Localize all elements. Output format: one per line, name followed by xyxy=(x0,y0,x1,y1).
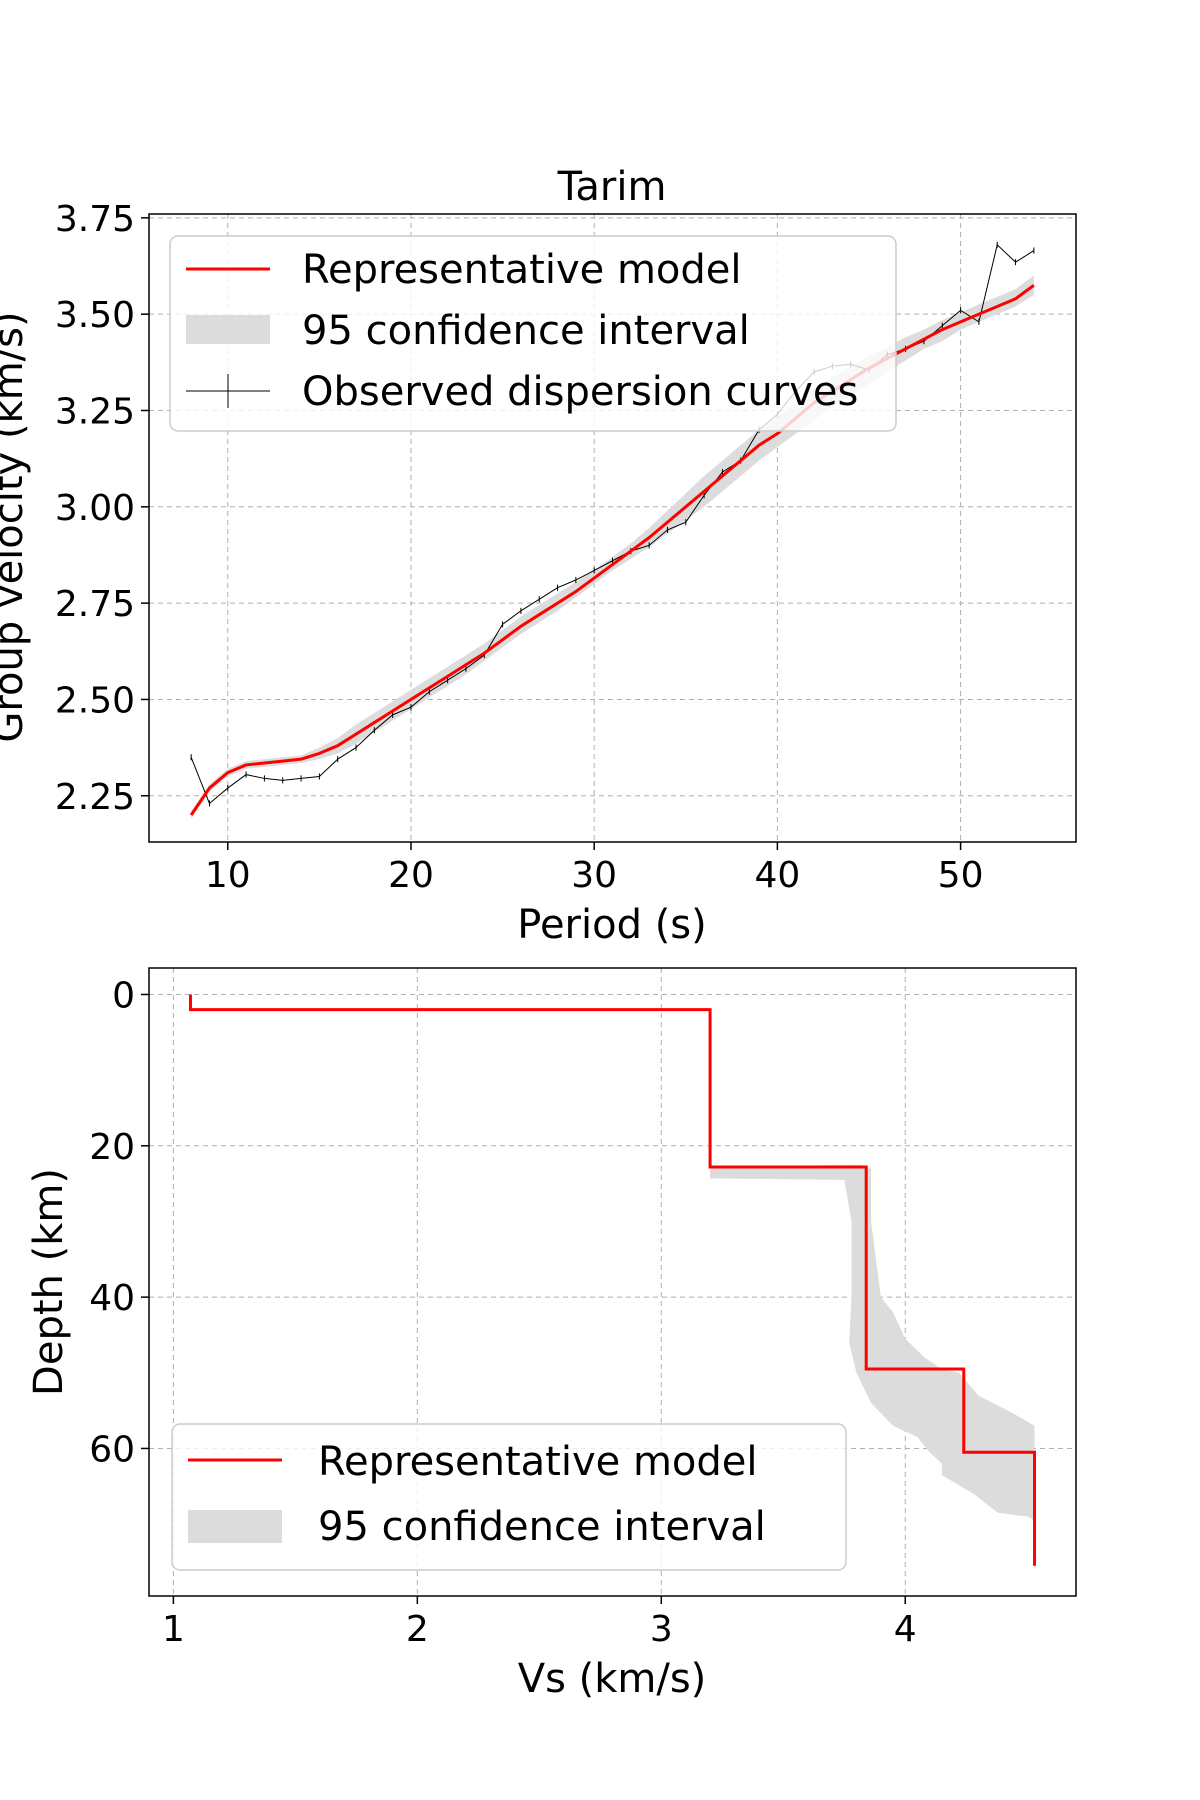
model-series xyxy=(188,994,1037,1566)
x-tick-label: 1 xyxy=(162,1609,185,1650)
y-tick-label: 2.50 xyxy=(55,680,135,721)
x-tick-label: 20 xyxy=(388,855,434,896)
axis-ticks: 10 20 30 40 50 2.25 2.50 2.75 3.00 3.25 3.50 3.75 xyxy=(55,199,984,896)
x-axis-label: Period (s) xyxy=(517,902,707,948)
x-tick-label: 40 xyxy=(754,855,800,896)
legend-label-ci: 95 confidence interval xyxy=(302,308,750,354)
y-tick-label: 40 xyxy=(89,1278,135,1319)
confidence-band-area xyxy=(710,1164,1035,1521)
x-tick-label: 2 xyxy=(406,1609,429,1650)
x-tick-label: 30 xyxy=(571,855,617,896)
plot-frame xyxy=(148,213,1077,843)
plot-frame xyxy=(148,967,1077,1597)
y-axis-label: Depth (km) xyxy=(26,1168,72,1396)
legend-swatch-ci xyxy=(186,315,270,344)
y-tick-label: 3.50 xyxy=(55,295,135,336)
x-tick-label: 50 xyxy=(938,855,984,896)
y-tick-label: 2.75 xyxy=(55,584,135,625)
y-axis-label: Group velocity (km/s) xyxy=(0,311,32,742)
y-tick-label: 60 xyxy=(89,1429,135,1470)
y-tick-label: 2.25 xyxy=(55,777,135,818)
y-tick-label: 0 xyxy=(112,975,135,1016)
x-tick-label: 10 xyxy=(205,855,251,896)
model-step-line xyxy=(188,994,1037,1566)
legend-label-model: Representative model xyxy=(302,247,742,293)
legend-label-ci: 95 confidence interval xyxy=(318,1504,766,1550)
y-tick-label: 20 xyxy=(89,1127,135,1168)
y-tick-label: 3.75 xyxy=(55,199,135,240)
x-tick-label: 4 xyxy=(894,1609,917,1650)
y-tick-label: 3.00 xyxy=(55,488,135,529)
y-tick-label: 3.25 xyxy=(55,391,135,432)
x-axis-label: Vs (km/s) xyxy=(518,1656,707,1702)
legend-box xyxy=(169,235,897,432)
legend-label-model: Representative model xyxy=(318,1439,758,1485)
legend: Representative model 95 confidence inter… xyxy=(169,235,897,432)
dispersion-chart: Tarim 10 20 30 40 50 2.25 2.50 2.75 3.00 3.25 3.50… xyxy=(0,164,1077,948)
legend-box xyxy=(171,1423,847,1571)
legend: Representative model 95 confidence inter… xyxy=(171,1423,847,1571)
confidence-band xyxy=(710,1164,1035,1521)
chart-title: Tarim xyxy=(557,164,667,210)
legend-label-observed: Observed dispersion curves xyxy=(302,369,858,415)
x-tick-label: 3 xyxy=(650,1609,673,1650)
legend-swatch-ci xyxy=(188,1510,282,1543)
